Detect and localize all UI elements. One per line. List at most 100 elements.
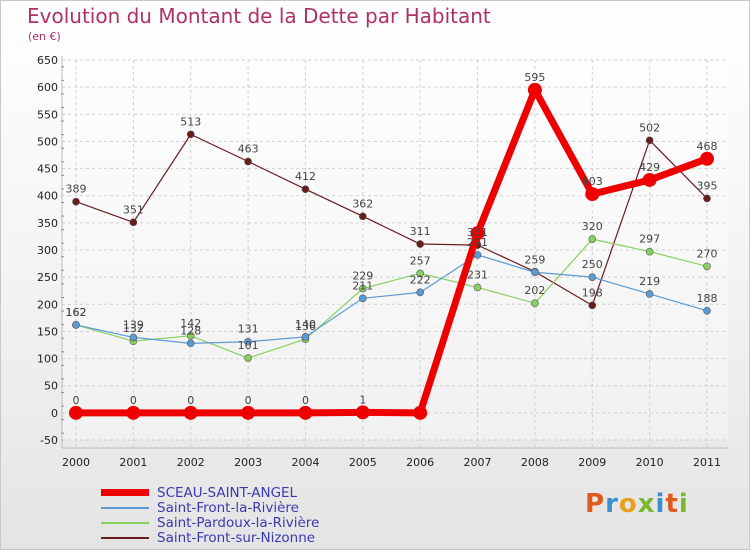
data-label: 429: [639, 161, 660, 174]
x-tick-label: 2010: [636, 456, 664, 469]
data-label: 513: [180, 115, 201, 128]
data-point-saint-front-sur-nizonne: [703, 194, 711, 203]
data-point-saint-pardoux-la-riviere: [186, 331, 195, 340]
data-label: 331: [467, 226, 488, 239]
proxiti-logo: Proxiti: [585, 489, 689, 519]
logo-letter: o: [618, 489, 638, 519]
data-point-sceau-saint-angel: [413, 405, 428, 420]
x-tick-label: 2004: [291, 456, 319, 469]
data-label: 211: [352, 279, 373, 292]
data-point-saint-front-la-riviere: [72, 321, 80, 329]
data-label: 403: [582, 175, 603, 188]
data-label: 101: [238, 339, 259, 352]
x-tick-label: 2000: [62, 456, 90, 469]
legend-label: Saint-Front-sur-Nizonne: [157, 529, 316, 546]
y-tick-label: 250: [37, 271, 58, 284]
data-point-sceau-saint-angel: [241, 405, 256, 420]
data-point-sceau-saint-angel: [700, 151, 714, 166]
data-label: 502: [639, 121, 660, 134]
data-label: 270: [697, 247, 718, 260]
data-label: 131: [238, 323, 259, 336]
y-tick-label: 500: [37, 135, 58, 148]
data-label: 219: [639, 275, 660, 288]
data-label: 259: [524, 253, 545, 266]
y-tick-label: 350: [37, 217, 58, 230]
x-tick-label: 2005: [349, 456, 377, 469]
data-label: 395: [697, 179, 718, 192]
grid: [62, 59, 728, 448]
legend-swatch: [101, 536, 149, 539]
data-point-sceau-saint-angel: [126, 405, 141, 420]
data-point-saint-front-la-riviere: [473, 251, 482, 259]
legend-label: Saint-Front-la-Rivière: [157, 499, 299, 516]
data-label: 142: [180, 317, 201, 330]
data-label: 198: [582, 286, 603, 299]
series-line-saint-pardoux-la-riviere: [75, 238, 708, 359]
y-tick-label: 550: [37, 108, 58, 121]
data-point-saint-pardoux-la-riviere: [703, 262, 711, 271]
legend-swatch: [101, 521, 149, 524]
data-labels: 0 0 0 0 0 1 595 403 429 468 162 139 128 131 140 211 222 2…: [66, 71, 718, 407]
data-label: 468: [697, 140, 718, 153]
logo-letter: i: [678, 489, 689, 519]
y-tick-label: 200: [37, 298, 58, 311]
data-label: 128: [180, 324, 201, 337]
data-label: 231: [467, 268, 488, 281]
data-point-sceau-saint-angel: [298, 405, 313, 420]
data-point-saint-front-sur-nizonne: [588, 301, 597, 310]
chart-title: Evolution du Montant de la Dette par Hab…: [27, 4, 491, 28]
data-point-saint-front-la-riviere: [244, 337, 252, 346]
axes: -500501001502002503003504004505005506006…: [37, 54, 728, 469]
data-point-saint-front-la-riviere: [531, 268, 539, 277]
data-point-saint-front-sur-nizonne: [359, 212, 367, 221]
data-label: 139: [123, 318, 144, 331]
data-label: 202: [524, 284, 545, 297]
data-point-saint-pardoux-la-riviere: [588, 235, 597, 243]
data-point-saint-pardoux-la-riviere: [416, 269, 424, 278]
data-label: 463: [238, 143, 259, 156]
series-layer: [69, 82, 714, 420]
logo-letter: i: [655, 489, 666, 519]
data-label: 297: [639, 233, 660, 246]
legend-item: SCEAU-SAINT-ANGEL: [101, 485, 319, 501]
x-tick-label: 2006: [406, 456, 434, 469]
y-tick-label: -50: [40, 434, 58, 447]
data-point-saint-front-sur-nizonne: [301, 185, 310, 193]
series-line-saint-front-sur-nizonne: [75, 133, 708, 306]
data-label: 389: [66, 183, 87, 196]
logo-letter: t: [665, 489, 679, 519]
x-tick-label: 2002: [177, 456, 205, 469]
data-label: 0: [302, 394, 309, 407]
data-label: 291: [467, 236, 488, 249]
x-tick-label: 2001: [119, 456, 147, 469]
data-point-saint-pardoux-la-riviere: [244, 354, 252, 362]
y-tick-label: 300: [37, 244, 58, 257]
data-point-sceau-saint-angel: [69, 405, 83, 420]
legend-swatch: [101, 506, 149, 509]
x-tick-label: 2009: [578, 456, 606, 469]
data-point-saint-front-la-riviere: [186, 339, 195, 348]
legend-item: Saint-Front-la-Rivière: [101, 499, 319, 516]
data-label: 412: [295, 170, 316, 183]
data-point-saint-front-la-riviere: [129, 333, 138, 342]
data-point-saint-front-sur-nizonne: [72, 197, 80, 206]
data-label: 311: [410, 225, 431, 238]
y-tick-label: 100: [37, 353, 58, 366]
data-label: 1: [359, 393, 366, 406]
data-point-saint-front-sur-nizonne: [244, 157, 252, 166]
y-tick-label: 400: [37, 190, 58, 203]
data-label: 0: [130, 394, 137, 407]
x-tick-label: 2011: [693, 456, 721, 469]
logo-letter: x: [637, 489, 656, 519]
data-label: 162: [66, 306, 87, 319]
data-label: 595: [524, 71, 545, 84]
data-label: 0: [73, 394, 80, 407]
data-point-saint-front-sur-nizonne: [186, 130, 195, 139]
data-point-saint-pardoux-la-riviere: [645, 247, 654, 256]
data-label: 351: [123, 203, 144, 216]
data-label: 229: [352, 270, 373, 283]
data-label: 257: [410, 254, 431, 267]
data-point-sceau-saint-angel: [470, 226, 485, 241]
